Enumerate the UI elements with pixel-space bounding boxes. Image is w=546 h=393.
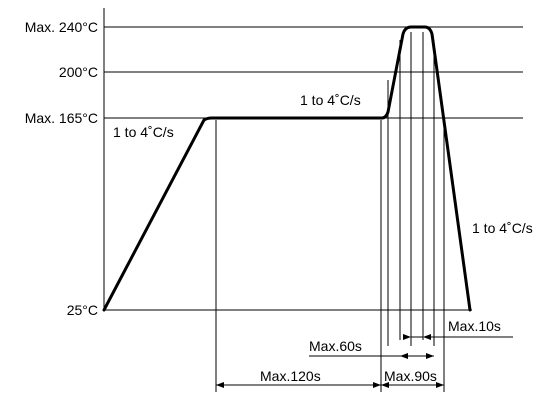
- y-label-25: 25°C: [67, 302, 98, 318]
- arrow-max120-left: [216, 382, 224, 388]
- y-label-200: 200°C: [59, 64, 98, 80]
- label-max90: Max.90s: [384, 368, 437, 384]
- arrow-max10-left: [403, 334, 411, 340]
- label-max10: Max.10s: [448, 318, 501, 334]
- arrow-max120-right: [373, 382, 381, 388]
- label-max120: Max.120s: [260, 368, 321, 384]
- slope-label-right: 1 to 4˚C/s: [472, 220, 533, 236]
- arrow-max60-right: [426, 353, 434, 359]
- arrow-max10-right: [423, 334, 431, 340]
- arrow-max90-left: [381, 382, 389, 388]
- y-label-max240: Max. 240°C: [25, 19, 98, 35]
- arrow-max90-right: [436, 382, 444, 388]
- slope-label-left: 1 to 4˚C/s: [113, 124, 174, 140]
- arrow-max60-left: [400, 353, 408, 359]
- slope-label-middle: 1 to 4˚C/s: [300, 92, 361, 108]
- y-label-max165: Max. 165°C: [25, 110, 98, 126]
- temperature-profile-curve: [102, 25, 472, 312]
- label-max60: Max.60s: [309, 338, 362, 354]
